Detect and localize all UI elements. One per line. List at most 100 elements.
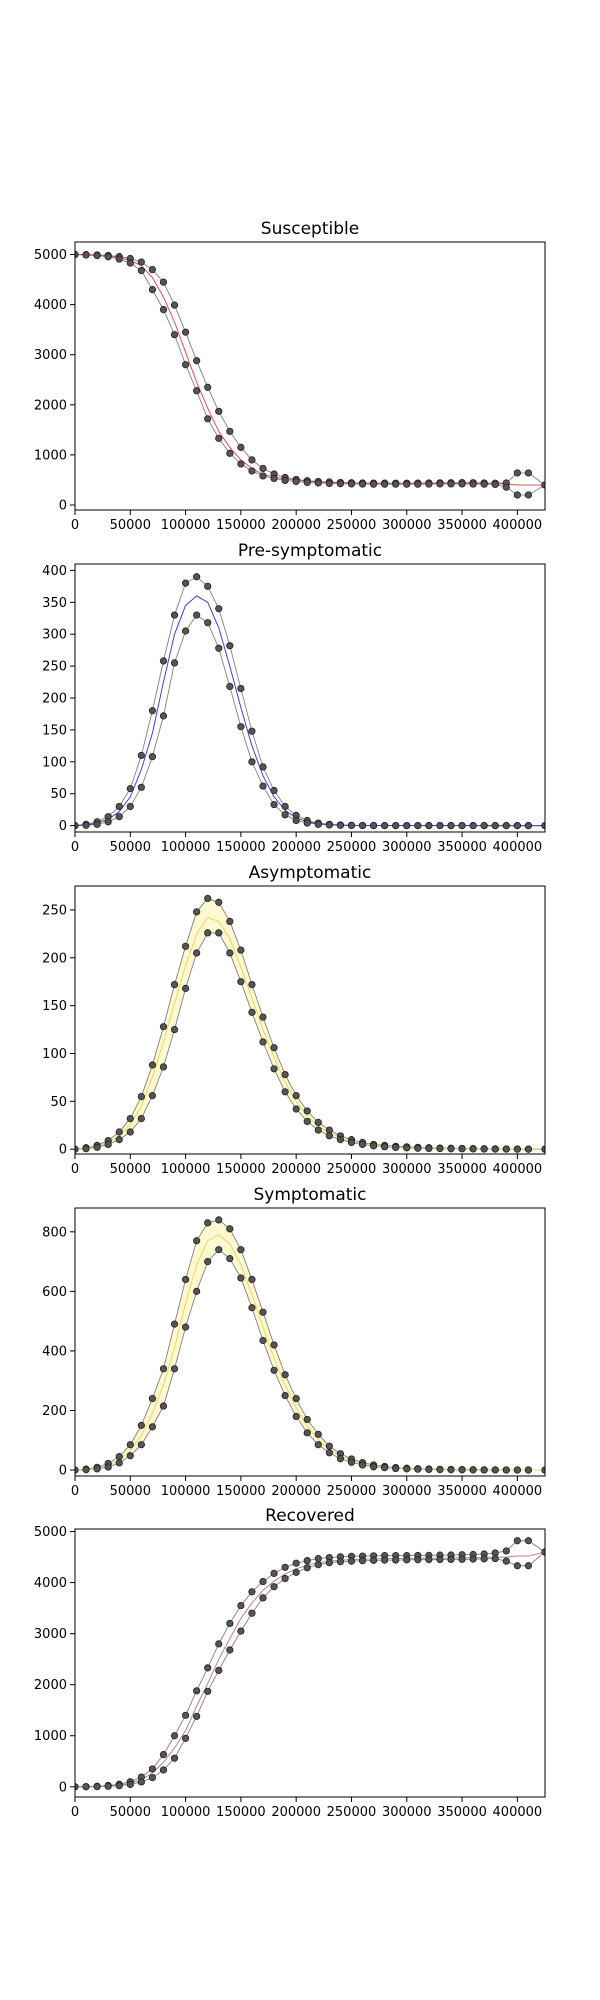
data-point-upper (292, 1092, 300, 1100)
data-point-upper (215, 605, 223, 613)
y-tick-label: 200 (42, 951, 67, 966)
data-point-lower (259, 782, 267, 790)
data-point-lower (347, 1557, 356, 1565)
data-point-lower (458, 1145, 466, 1153)
y-tick-label: 50 (50, 1095, 67, 1110)
data-point-lower (480, 480, 488, 488)
data-point-upper (137, 1421, 145, 1429)
data-point-lower (193, 387, 201, 395)
data-point-lower (148, 1423, 157, 1431)
chart-title: Symptomatic (254, 1185, 367, 1205)
data-point-upper (193, 1687, 201, 1695)
data-point-upper (193, 1237, 201, 1245)
data-point-lower (480, 1555, 488, 1563)
data-point-lower (281, 476, 289, 485)
data-point-lower (502, 822, 510, 830)
data-point-lower (369, 1142, 378, 1150)
data-point-lower (491, 1145, 499, 1153)
data-point-lower (480, 1466, 488, 1474)
data-point-upper (181, 942, 190, 950)
data-point-lower (358, 1140, 367, 1149)
data-point-lower (126, 802, 134, 811)
x-tick-label: 350000 (437, 518, 487, 533)
y-tick-label: 0 (59, 1780, 67, 1795)
y-tick-label: 3000 (34, 1627, 67, 1642)
data-point-lower (392, 480, 400, 488)
data-point-upper (181, 579, 190, 587)
data-point-upper (204, 1219, 212, 1227)
data-point-lower (369, 821, 378, 830)
data-point-lower (226, 682, 234, 691)
data-point-upper (126, 1114, 134, 1123)
data-point-lower (403, 822, 411, 830)
data-point-lower (126, 259, 134, 267)
data-point-lower (181, 1323, 190, 1331)
data-point-lower (126, 1780, 134, 1789)
data-point-lower (392, 822, 400, 830)
x-tick-label: 350000 (437, 1805, 487, 1820)
plot-area (75, 1537, 545, 1791)
data-point-lower (414, 480, 422, 488)
data-point-lower (215, 1246, 223, 1254)
data-point-lower (204, 1258, 212, 1266)
data-point-lower (270, 1366, 278, 1374)
data-point-upper (259, 1577, 267, 1586)
data-point-upper (314, 1118, 322, 1127)
y-tick-label: 250 (42, 660, 67, 675)
x-tick-label: 150000 (216, 1162, 266, 1177)
y-tick-label: 200 (42, 692, 67, 707)
data-point-upper (148, 1765, 157, 1773)
data-point-lower (469, 1145, 477, 1153)
data-point-upper (148, 1061, 157, 1069)
data-point-lower (358, 821, 367, 830)
data-point-upper (159, 1751, 168, 1759)
data-point-upper (170, 980, 179, 989)
data-point-lower (303, 819, 311, 827)
chart-title: Susceptible (261, 219, 359, 239)
data-point-upper (524, 1537, 533, 1545)
data-point-lower (170, 659, 179, 667)
data-point-lower (414, 822, 422, 830)
data-point-lower (226, 449, 234, 457)
data-point-lower (458, 1466, 466, 1474)
data-point-upper (237, 1246, 245, 1254)
y-tick-label: 250 (42, 903, 67, 918)
data-point-lower (502, 483, 510, 491)
x-tick-label: 400000 (493, 1484, 543, 1499)
data-point-upper (148, 265, 157, 274)
data-point-lower (270, 1583, 278, 1591)
data-point-lower (458, 480, 466, 488)
data-point-upper (204, 582, 212, 590)
data-point-lower (336, 1136, 345, 1144)
data-point-lower (115, 1459, 123, 1467)
x-tick-label: 50000 (110, 518, 151, 533)
data-point-lower (436, 480, 444, 488)
data-point-lower (403, 1465, 411, 1473)
data-point-lower (491, 1555, 499, 1563)
data-point-lower (502, 1557, 510, 1565)
x-tick-label: 50000 (110, 1162, 151, 1177)
data-point-lower (248, 758, 256, 766)
series-lower-line (75, 614, 545, 827)
data-point-upper (281, 802, 289, 811)
x-tick-label: 50000 (110, 1484, 151, 1499)
data-point-lower (148, 1092, 157, 1100)
data-point-upper (215, 1640, 223, 1648)
data-point-upper (226, 1225, 234, 1233)
data-point-upper (148, 1394, 157, 1403)
data-point-lower (137, 1441, 145, 1449)
x-tick-label: 0 (71, 518, 79, 533)
data-point-lower (447, 480, 455, 488)
x-tick-label: 350000 (437, 840, 487, 855)
data-point-lower (292, 477, 300, 486)
data-point-lower (347, 1458, 356, 1466)
data-point-lower (248, 1609, 256, 1617)
data-point-lower (513, 822, 521, 830)
data-point-lower (204, 619, 212, 627)
data-point-lower (491, 1466, 499, 1474)
y-tick-label: 150 (42, 723, 67, 738)
data-point-lower (392, 1556, 400, 1564)
data-point-lower (414, 1465, 422, 1473)
data-point-lower (325, 1559, 333, 1567)
